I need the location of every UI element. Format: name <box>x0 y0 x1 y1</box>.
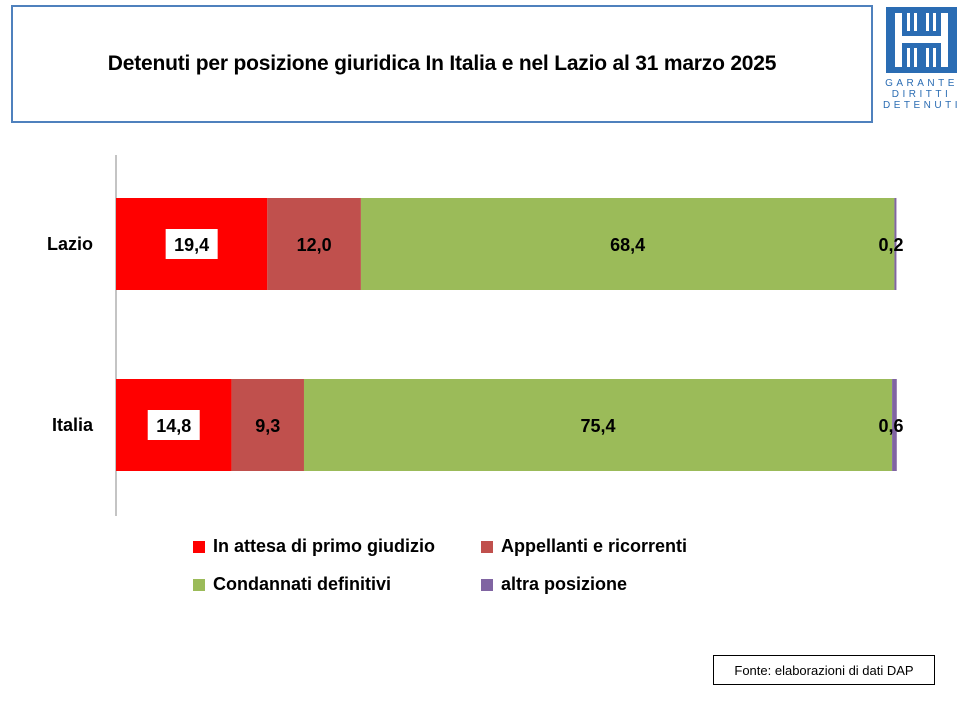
stacked-bar-chart: Lazio 19,4 12,0 68,4 0,2 Italia 14,8 9,3 75,4 0,6 <box>47 155 904 516</box>
data-label-box <box>165 229 218 259</box>
garante-logo: GARANTE DIRITTI DETENUTI <box>883 4 960 111</box>
logo-text-line-3: DETENUTI <box>883 100 960 111</box>
chart-title: Detenuti per posizione giuridica In Ital… <box>107 52 777 75</box>
legend-swatch <box>193 540 205 553</box>
data-label-box <box>147 410 200 440</box>
logo-emblem-icon <box>886 7 957 73</box>
data-label: 14,8 <box>156 416 191 436</box>
bar-segment <box>267 198 361 290</box>
legend: In attesa di primo giudizio Appellanti e… <box>193 536 753 600</box>
legend-label: Condannati definitivi <box>213 574 391 594</box>
logo-text-line-2: DIRITTI <box>891 89 952 100</box>
data-label: 0,2 <box>878 235 903 255</box>
data-label: 19,4 <box>174 235 209 255</box>
legend-swatch <box>481 578 493 591</box>
legend-label: Appellanti e ricorrenti <box>501 536 688 556</box>
legend-swatch <box>193 578 205 591</box>
title-box: Detenuti per posizione giuridica In Ital… <box>11 5 873 123</box>
bar-segment <box>892 379 897 471</box>
data-label: 12,0 <box>297 235 332 255</box>
source-note: Fonte: elaborazioni di dati DAP <box>713 655 935 685</box>
data-label: 75,4 <box>581 416 616 436</box>
data-label: 68,4 <box>610 235 645 255</box>
bar-segment <box>894 198 897 290</box>
logo-text-line-1: GARANTE <box>885 78 958 89</box>
bar-segment <box>303 379 893 471</box>
data-label: 9,3 <box>255 416 280 436</box>
legend-swatch <box>481 540 493 553</box>
legend-item-primo-giudizio: In attesa di primo giudizio <box>193 536 435 557</box>
legend-item-condannati: Condannati definitivi <box>193 574 391 595</box>
source-text: Fonte: elaborazioni di dati DAP <box>734 662 914 678</box>
legend-item-altra-posizione: altra posizione <box>481 574 627 595</box>
bar-segment <box>231 379 304 471</box>
data-label: 0,6 <box>878 416 903 436</box>
legend-label: altra posizione <box>501 574 628 594</box>
category-label: Italia <box>52 415 94 435</box>
legend-item-appellanti: Appellanti e ricorrenti <box>481 536 687 557</box>
category-label: Lazio <box>47 234 93 254</box>
legend-label: In attesa di primo giudizio <box>213 536 436 556</box>
bar-segment <box>360 198 895 290</box>
